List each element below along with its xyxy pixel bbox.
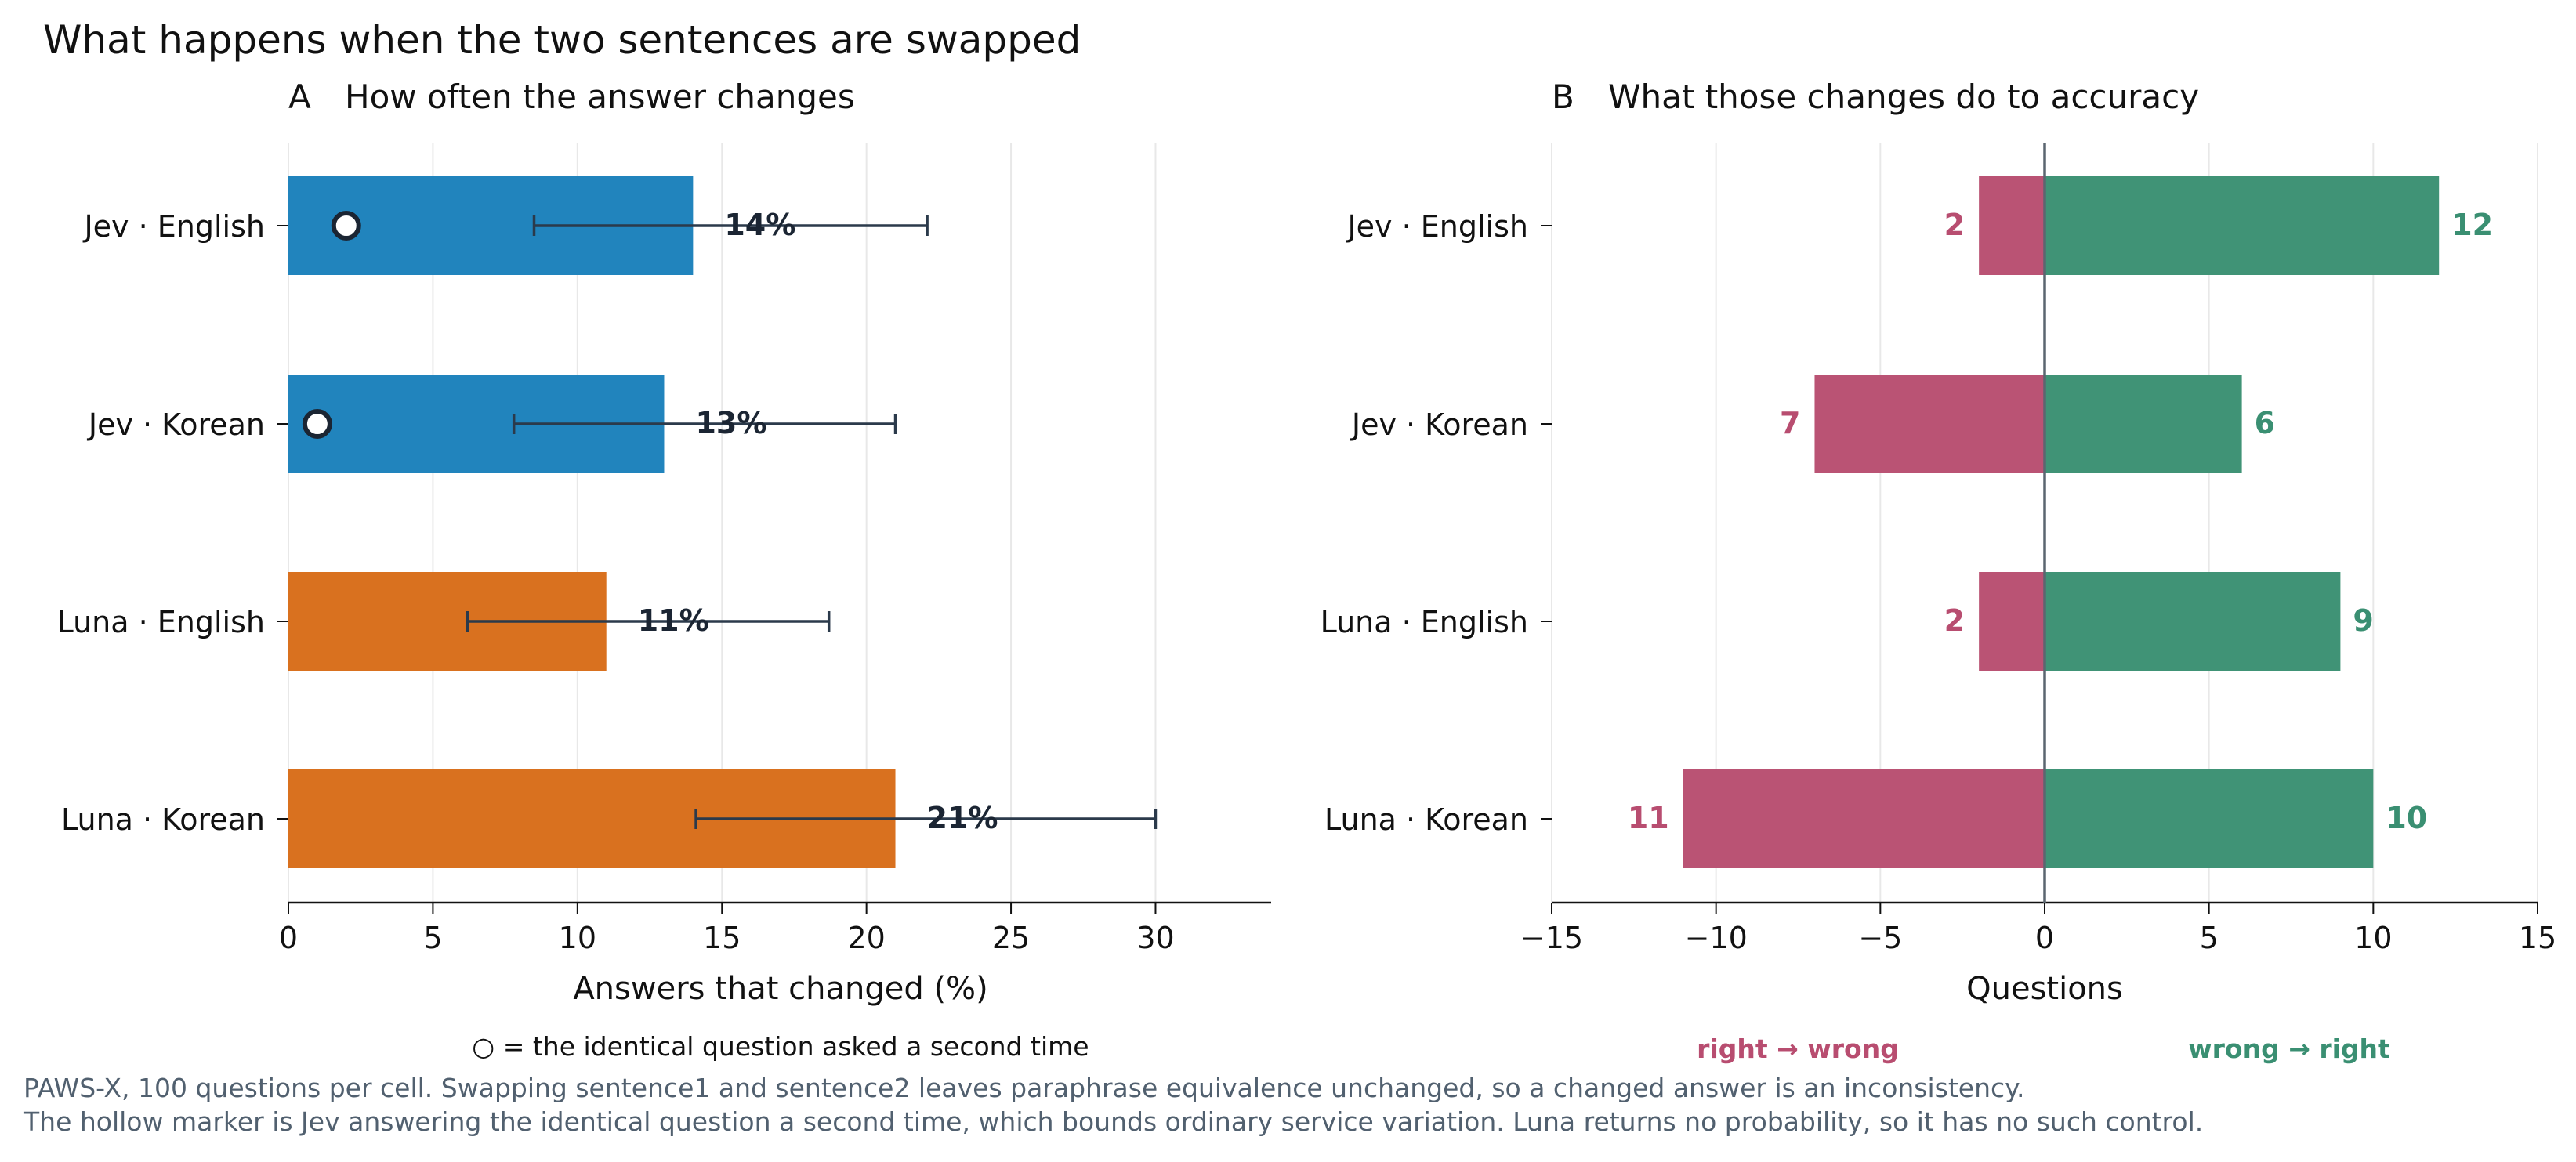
panel-b-x-tick-label: −15 xyxy=(1520,921,1583,955)
panel-a-row-jev-korean: 13% xyxy=(288,375,897,473)
panel-b-category-label: Luna · Korean xyxy=(1324,802,1528,837)
panel-a-x-tick-label: 15 xyxy=(703,921,741,955)
panel-b-value-label-wrong-to-right: 6 xyxy=(2255,406,2275,440)
footnote-line-2: The hollow marker is Jev answering the i… xyxy=(23,1106,2203,1137)
footnote-line-1: PAWS-X, 100 questions per cell. Swapping… xyxy=(24,1073,2024,1103)
panel-a-repeat-control-marker xyxy=(331,211,361,241)
panel-a-value-label: 11% xyxy=(638,603,709,638)
panel-a-letter: A xyxy=(288,78,311,116)
panel-a-value-label: 14% xyxy=(724,208,795,242)
panel-a-category-label: Jev · English xyxy=(82,209,265,244)
panel-a-value-label: 13% xyxy=(695,406,766,440)
panel-a-x-tick-label: 5 xyxy=(423,921,442,955)
panel-a-axes: 0 5 10 15 20 25 30 Jev · English Jev · Korean Lun… xyxy=(57,209,1271,955)
panel-a-row-luna-korean: 21% xyxy=(288,769,1158,868)
panel-a-bars: 14% 13% 11% 21% xyxy=(288,176,1158,868)
panel-b-row-jev-english: 2 12 xyxy=(1944,176,2493,275)
panel-a-category-label: Luna · English xyxy=(57,605,265,639)
panel-b-bar-wrong-to-right xyxy=(2045,375,2242,473)
panel-b-value-label-right-to-wrong: 11 xyxy=(1628,801,1669,835)
panel-b-x-tick-label: −10 xyxy=(1685,921,1748,955)
panel-b-bar-right-to-wrong xyxy=(1979,176,2045,275)
panel-b-bars: 2 127 62 911 10 xyxy=(1628,176,2493,868)
panel-a-category-label: Jev · Korean xyxy=(87,407,265,442)
panel-b-bar-wrong-to-right xyxy=(2045,769,2374,868)
panel-b-category-label: Jev · Korean xyxy=(1350,407,1528,442)
repeat-control-legend-note: ○ = the identical question asked a secon… xyxy=(472,1031,1089,1062)
panel-b-x-tick-label: 15 xyxy=(2519,921,2556,955)
panel-b-value-label-wrong-to-right: 12 xyxy=(2451,208,2493,242)
panel-b-value-label-wrong-to-right: 9 xyxy=(2353,603,2373,638)
panel-b-value-label-wrong-to-right: 10 xyxy=(2386,801,2427,835)
panel-b-letter: B xyxy=(1552,78,1574,116)
legend-wrong-to-right: wrong → right xyxy=(2188,1033,2390,1064)
panel-b-accuracy-effect: B What those changes do to accuracy 2 12 7… xyxy=(1321,78,2557,1064)
legend-right-to-wrong: right → wrong xyxy=(1697,1033,1899,1064)
panel-a-x-tick-label: 25 xyxy=(992,921,1030,955)
panel-b-bar-right-to-wrong xyxy=(1979,572,2045,671)
panel-b-x-tick-label: 5 xyxy=(2200,921,2219,955)
panel-a-title: How often the answer changes xyxy=(345,78,855,116)
panel-b-axes: −15 −10 −5 0 5 10 15 Jev · English Jev · Korean L… xyxy=(1321,143,2556,955)
panel-b-x-axis-label: Questions xyxy=(1966,971,2123,1007)
panel-a-row-jev-english: 14% xyxy=(288,176,929,275)
panel-a-value-label: 21% xyxy=(927,801,998,835)
panel-b-bar-wrong-to-right xyxy=(2045,176,2440,275)
panel-b-bar-wrong-to-right xyxy=(2045,572,2341,671)
panel-a-x-axis-label: Answers that changed (%) xyxy=(573,971,987,1007)
panel-b-category-label: Luna · English xyxy=(1321,605,1528,639)
panel-a-changed-answers: A How often the answer changes 14% 13% 11%… xyxy=(57,78,1271,1062)
panel-b-category-label: Jev · English xyxy=(1346,209,1528,244)
panel-a-repeat-control-marker xyxy=(302,409,332,439)
panel-b-x-tick-label: 0 xyxy=(2035,921,2054,955)
panel-b-x-tick-label: −5 xyxy=(1858,921,1902,955)
panel-a-row-luna-english: 11% xyxy=(288,572,831,671)
panel-b-x-tick-label: 10 xyxy=(2354,921,2392,955)
panel-a-x-tick-label: 30 xyxy=(1136,921,1174,955)
panel-a-category-label: Luna · Korean xyxy=(61,802,265,837)
panel-b-row-luna-korean: 11 10 xyxy=(1628,769,2427,868)
panel-a-x-tick-label: 20 xyxy=(847,921,885,955)
panel-b-value-label-right-to-wrong: 2 xyxy=(1944,208,1965,242)
panel-a-x-tick-label: 10 xyxy=(559,921,596,955)
panel-b-bar-right-to-wrong xyxy=(1814,375,2045,473)
figure-title: What happens when the two sentences are … xyxy=(43,17,1081,63)
panel-a-x-tick-label: 0 xyxy=(279,921,298,955)
panel-b-value-label-right-to-wrong: 2 xyxy=(1944,603,1965,638)
panel-b-bar-right-to-wrong xyxy=(1683,769,2045,868)
panel-b-value-label-right-to-wrong: 7 xyxy=(1780,406,1800,440)
panel-b-title: What those changes do to accuracy xyxy=(1608,78,2199,116)
